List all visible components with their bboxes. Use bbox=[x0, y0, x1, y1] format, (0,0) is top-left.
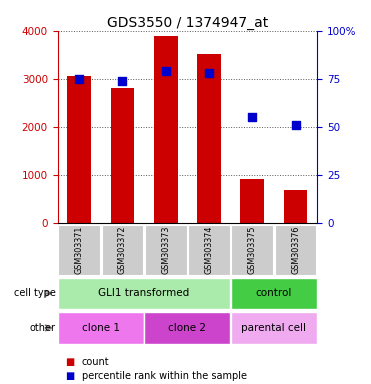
Text: ■: ■ bbox=[65, 357, 74, 367]
Bar bbox=[284, 190, 308, 223]
Point bbox=[293, 122, 299, 128]
Text: other: other bbox=[30, 323, 56, 333]
Text: ■: ■ bbox=[65, 371, 74, 381]
Bar bbox=[154, 36, 178, 223]
Point bbox=[163, 68, 169, 74]
Text: clone 2: clone 2 bbox=[168, 323, 206, 333]
Point bbox=[119, 78, 125, 84]
Point bbox=[206, 70, 212, 76]
Bar bbox=[111, 88, 134, 223]
Text: GSM303376: GSM303376 bbox=[291, 225, 300, 274]
Bar bbox=[240, 179, 264, 223]
Text: percentile rank within the sample: percentile rank within the sample bbox=[82, 371, 247, 381]
Text: GSM303374: GSM303374 bbox=[204, 225, 213, 274]
Text: count: count bbox=[82, 357, 109, 367]
Text: GSM303371: GSM303371 bbox=[75, 225, 83, 274]
Bar bbox=[67, 76, 91, 223]
Text: clone 1: clone 1 bbox=[82, 323, 120, 333]
Text: GSM303372: GSM303372 bbox=[118, 225, 127, 274]
Text: GSM303375: GSM303375 bbox=[248, 225, 257, 274]
Text: GLI1 transformed: GLI1 transformed bbox=[98, 288, 190, 298]
Point bbox=[249, 114, 255, 120]
Title: GDS3550 / 1374947_at: GDS3550 / 1374947_at bbox=[107, 16, 268, 30]
Text: GSM303373: GSM303373 bbox=[161, 225, 170, 274]
Text: cell type: cell type bbox=[14, 288, 56, 298]
Text: parental cell: parental cell bbox=[242, 323, 306, 333]
Point bbox=[76, 76, 82, 82]
Text: control: control bbox=[256, 288, 292, 298]
Bar bbox=[197, 54, 221, 223]
